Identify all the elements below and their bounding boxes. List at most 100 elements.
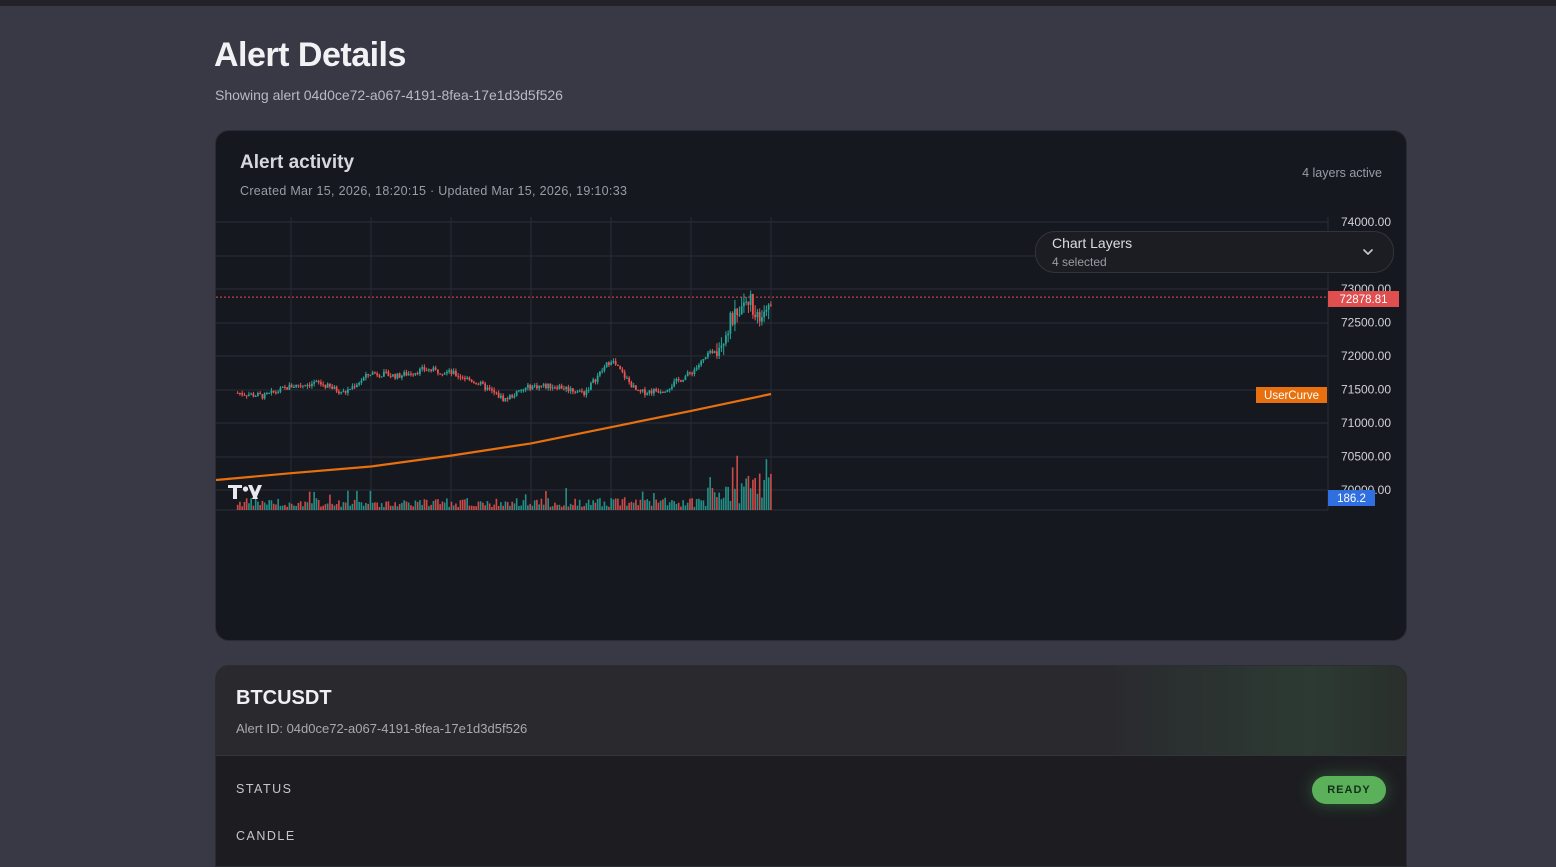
candle-body — [617, 364, 619, 366]
candle-body — [725, 335, 727, 344]
candle-body — [329, 383, 331, 387]
candle-body — [524, 387, 527, 390]
volume-bar — [497, 505, 500, 510]
volume-bar — [529, 503, 531, 510]
candle-body — [664, 391, 667, 393]
volume-bar — [558, 504, 561, 510]
card-timestamps: Created Mar 15, 2026, 18:20:15 · Updated… — [240, 184, 628, 198]
volume-bar — [412, 506, 414, 510]
candle-body — [648, 390, 651, 394]
candle-body — [403, 372, 406, 376]
candle-body — [684, 376, 687, 380]
volume-bar — [477, 501, 480, 510]
candle-body — [486, 387, 489, 390]
volume-bar — [513, 503, 516, 510]
volume-bar — [430, 504, 432, 510]
status-label: STATUS — [236, 782, 293, 796]
candle-body — [567, 386, 570, 392]
candle-body — [702, 358, 705, 361]
candle-body — [457, 375, 460, 377]
volume-bar — [437, 499, 439, 510]
volume-bar — [464, 499, 466, 510]
volume-bar — [533, 500, 536, 510]
candle-body — [704, 357, 707, 359]
candle-body — [398, 373, 401, 378]
volume-bar — [479, 501, 482, 510]
candle-body — [603, 367, 606, 371]
candle-body — [740, 306, 743, 315]
volume-bar — [758, 473, 761, 510]
candle-body — [504, 397, 507, 402]
volume-bar — [254, 498, 257, 510]
volume-bar — [495, 498, 498, 510]
volume-bar — [527, 505, 529, 510]
volume-bar — [295, 506, 297, 510]
volume-bar — [441, 501, 444, 510]
volume-bar — [239, 501, 241, 510]
candle-body — [639, 390, 642, 392]
candle-body — [468, 377, 471, 380]
candle-body — [574, 391, 577, 393]
candle-body — [407, 373, 410, 376]
candle-body — [268, 392, 271, 394]
volume-bar — [293, 505, 295, 510]
candle-body — [446, 371, 448, 374]
chart-layers-dropdown[interactable]: Chart Layers 4 selected — [1035, 231, 1394, 273]
candle-body — [626, 377, 628, 379]
candle-body — [387, 371, 390, 377]
candle-body — [666, 389, 669, 392]
candle-body — [482, 381, 484, 384]
candle-label: CANDLE — [236, 829, 296, 843]
volume-bar — [468, 505, 471, 510]
volume-bar — [324, 504, 327, 510]
volume-bar — [288, 502, 291, 510]
candle-body — [263, 393, 266, 399]
candle-body — [590, 382, 592, 390]
candle-body — [556, 387, 559, 389]
y-tick-label: 74000.00 — [1341, 217, 1391, 229]
volume-bar — [551, 506, 554, 510]
candle-body — [495, 392, 498, 394]
candle-body — [545, 384, 547, 389]
volume-bar — [752, 479, 754, 510]
volume-bar — [720, 499, 723, 510]
candle-body — [549, 383, 552, 389]
candle-body — [459, 376, 462, 378]
candle-body — [374, 372, 376, 374]
volume-bar — [745, 478, 747, 510]
volume-bar — [603, 501, 606, 510]
page-subtitle: Showing alert 04d0ce72-a067-4191-8fea-17… — [215, 87, 563, 103]
volume-bar — [475, 506, 477, 510]
candle-body — [536, 385, 538, 389]
last-price-label: 72878.81 — [1328, 291, 1399, 307]
volume-bar — [279, 505, 282, 510]
volume-bar — [689, 498, 691, 510]
candle-body — [761, 317, 763, 322]
volume-bar — [358, 501, 360, 510]
volume-bar — [419, 500, 421, 510]
candle-body — [261, 394, 264, 399]
volume-bar — [250, 498, 252, 510]
volume-bar — [275, 504, 277, 510]
candle-body — [439, 373, 442, 375]
candle-body — [686, 372, 689, 377]
volume-bar — [281, 505, 284, 510]
volume-bar — [353, 499, 356, 510]
volume-bar — [446, 498, 448, 510]
chart-layers-selected: 4 selected — [1052, 255, 1107, 269]
candle-body — [560, 385, 563, 389]
candle-body — [671, 386, 673, 389]
volume-bar — [594, 502, 597, 510]
volume-value: 186.2 — [1337, 493, 1366, 505]
user-curve-line — [216, 392, 772, 482]
volume-bar — [572, 504, 574, 510]
tradingview-logo[interactable] — [228, 485, 262, 499]
volume-bar — [700, 500, 702, 510]
chart-grid — [216, 217, 1329, 511]
candle-body — [632, 385, 635, 388]
candle-body — [344, 391, 347, 393]
candle-body — [347, 389, 349, 393]
volume-bar — [522, 500, 525, 510]
volume-bar — [455, 503, 457, 510]
candle-body — [749, 294, 752, 305]
